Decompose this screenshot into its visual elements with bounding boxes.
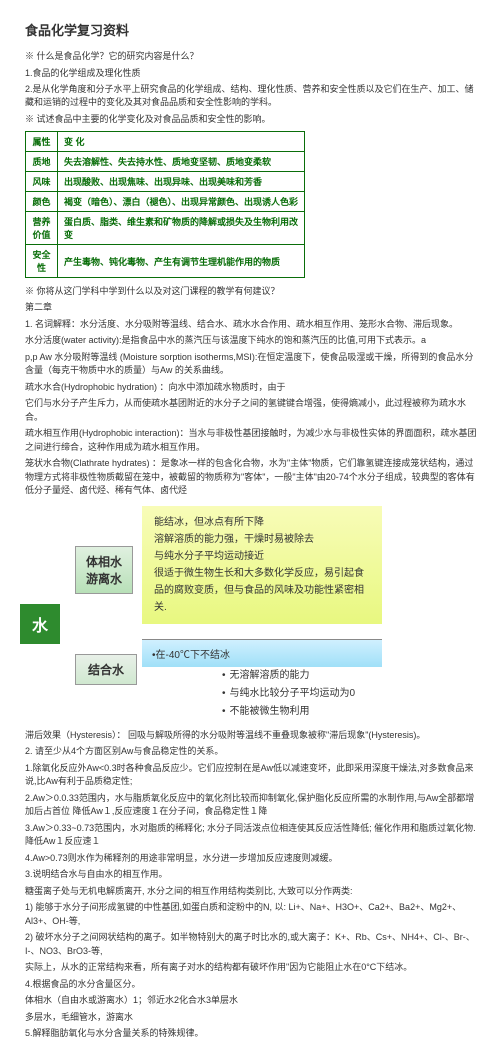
bound-water-label: 结合水 bbox=[75, 654, 137, 685]
paragraph: 多层水，毛细管水，游离水 bbox=[25, 1011, 479, 1025]
paragraph: p,p Aw 水分吸附等温线 (Moisture sorption isothe… bbox=[25, 351, 479, 378]
question-3: ※ 你将从这门学科中学到什么以及对这门课程的教学有何建议？ bbox=[25, 284, 479, 297]
table-cell: 属性 bbox=[26, 132, 58, 152]
answer-1-1: 1.食品的化学组成及理化性质 bbox=[25, 66, 479, 79]
water-label: 水 bbox=[20, 604, 60, 644]
table-cell: 变 化 bbox=[58, 132, 305, 152]
table-cell: 风味 bbox=[26, 172, 58, 192]
paragraph: 疏水水合(Hydrophobic hydration) ：向水中添加疏水物质时，… bbox=[25, 381, 479, 395]
paragraph: 疏水相互作用(Hydrophobic interaction)：当水与非极性基团… bbox=[25, 427, 479, 454]
paragraph: 实际上，从水的正常结构来看，所有离子对水的结构都有破坏作用"因为它能阻止水在0°… bbox=[25, 961, 479, 975]
page-title: 食品化学复习资料 bbox=[25, 20, 479, 39]
box-line: 很适于微生物生长和大多数化学反应，易引起食品的腐败变质，但与食品的风味及功能性紧… bbox=[154, 565, 370, 616]
paragraph: 4.Aw>0.73则水作为稀释剂的用途非常明显，水分进一步增加反应速度则减缓。 bbox=[25, 852, 479, 866]
free-water-properties-box: 能结冰，但冰点有所下降 溶解溶质的能力强，干燥时易被除去 与纯水分子平均运动接近… bbox=[142, 506, 382, 624]
paragraph: 5.解释脂肪氧化与水分含量关系的特殊规律。 bbox=[25, 1027, 479, 1041]
table-cell: 失去溶解性、失去持水性、质地变坚韧、质地变柔软 bbox=[58, 152, 305, 172]
box-line: 与纯水分子平均运动接近 bbox=[154, 548, 370, 565]
paragraph: 3.Aw＞0.33~0.73范围内，水对脂质的稀释化; 水分子同活泼点位相连使其… bbox=[25, 822, 479, 849]
paragraph: 1. 名词解释：水分活度、水分吸附等温线、结合水、疏水水合作用、疏水相互作用、笼… bbox=[25, 318, 479, 332]
table-cell: 安全性 bbox=[26, 245, 58, 278]
table-cell: 出现酸败、出现焦味、出现异味、出现美味和芳香 bbox=[58, 172, 305, 192]
question-2: ※ 试述食品中主要的化学变化及对食品品质和安全性的影响。 bbox=[25, 112, 479, 125]
bullet-item: 与纯水比较分子平均运动为0 bbox=[222, 685, 382, 703]
answer-1-2: 2.是从化学角度和分子水平上研究食品的化学组成、结构、理化性质、营养和安全性质以… bbox=[25, 82, 479, 108]
paragraph: 它们与水分子产生斥力，从而使疏水基团附近的水分子之间的氢键键合增强，使得熵减小，… bbox=[25, 397, 479, 424]
table-cell: 颜色 bbox=[26, 192, 58, 212]
paragraph: 4.根据食品的水分含量区分。 bbox=[25, 978, 479, 992]
bound-water-properties-list: 无溶解溶质的能力 与纯水比较分子平均运动为0 不能被微生物利用 bbox=[222, 667, 382, 721]
box-line: 能结冰，但冰点有所下降 bbox=[154, 514, 370, 531]
paragraph: 1) 能够于水分子间形成氢键的中性基团,如蛋白质和淀粉中的N, 以: Li+、N… bbox=[25, 901, 479, 928]
question-1: ※ 什么是食品化学？它的研究内容是什么？ bbox=[25, 49, 479, 62]
table-cell: 褐变（暗色）、漂白（褪色）、出现异常颜色、出现诱人色彩 bbox=[58, 192, 305, 212]
phase-water-label: 体相水游离水 bbox=[75, 546, 133, 594]
bullet-item: 不能被微生物利用 bbox=[222, 703, 382, 721]
paragraph: 滞后效果（Hysteresis）： 回吸与解吸所得的水分吸附等温线不重叠现象被称… bbox=[25, 729, 479, 743]
paragraph: 体相水（自由水或游离水）1；邻近水2化合水3单层水 bbox=[25, 994, 479, 1008]
paragraph: 糖蛋离子处与无机电解质离开, 水分之间的相互作用结构类别比, 大致可以分作两类: bbox=[25, 885, 479, 899]
table-cell: 营养价值 bbox=[26, 212, 58, 245]
bullet-item: 无溶解溶质的能力 bbox=[222, 667, 382, 685]
paragraph: 2.Aw＞0.0.33范围内，水与脂质氧化反应中的氧化剂比较而抑制氧化,保护脂化… bbox=[25, 792, 479, 819]
bound-water-freeze-box: •在-40℃下不结冰 bbox=[142, 639, 382, 667]
paragraph: 2. 请至少从4个方面区别Aw与食品稳定性的关系。 bbox=[25, 745, 479, 759]
paragraph: 1.除氧化反应外Aw<0.3时各种食品反应少。它们应控制在是Aw低以减速变坏，此… bbox=[25, 762, 479, 789]
chapter-heading: 第二章 bbox=[25, 301, 479, 315]
paragraph: 3.说明结合水与自由水的相互作用。 bbox=[25, 868, 479, 882]
table-cell: 质地 bbox=[26, 152, 58, 172]
water-diagram: 体相水游离水 水 结合水 能结冰，但冰点有所下降 溶解溶质的能力强，干燥时易被除… bbox=[25, 506, 479, 721]
properties-table: 属性变 化 质地失去溶解性、失去持水性、质地变坚韧、质地变柔软 风味出现酸败、出… bbox=[25, 131, 305, 278]
paragraph: 2) 破坏水分子之间网状结构的离子。如半物特别大的离子时比水的,或大离子：K+、… bbox=[25, 931, 479, 958]
table-cell: 产生毒物、钝化毒物、产生有调节生理机能作用的物质 bbox=[58, 245, 305, 278]
box-line: 溶解溶质的能力强，干燥时易被除去 bbox=[154, 531, 370, 548]
paragraph: 水分活度(water activity):是指食品中水的蒸汽压与该温度下纯水的饱… bbox=[25, 334, 479, 348]
paragraph: 笼状水合物(Clathrate hydrates) ：是象冰一样的包含化合物，水… bbox=[25, 457, 479, 498]
table-cell: 蛋白质、脂类、维生素和矿物质的降解或损失及生物利用改变 bbox=[58, 212, 305, 245]
